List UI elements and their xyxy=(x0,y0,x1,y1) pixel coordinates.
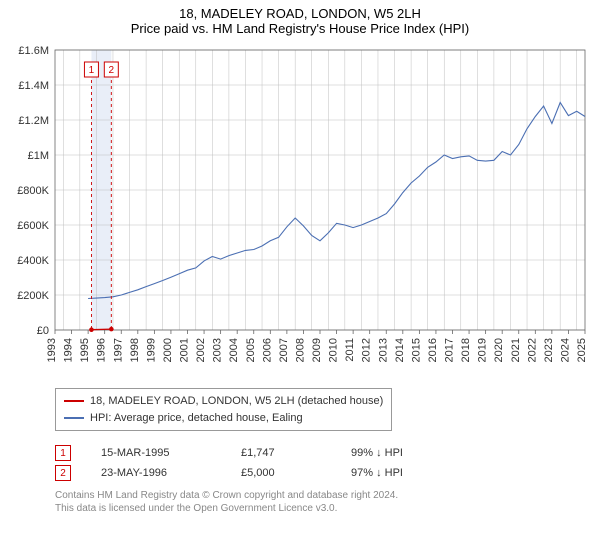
transaction-marker: 1 xyxy=(55,445,71,461)
below-chart: 18, MADELEY ROAD, LONDON, W5 2LH (detach… xyxy=(0,380,600,523)
svg-text:1995: 1995 xyxy=(79,338,91,362)
svg-text:2018: 2018 xyxy=(460,338,472,362)
transaction-note: 97% ↓ HPI xyxy=(351,467,403,479)
svg-text:2012: 2012 xyxy=(361,338,373,362)
transaction-date: 15-MAR-1995 xyxy=(101,447,211,459)
svg-text:2006: 2006 xyxy=(261,338,273,362)
transaction-marker: 2 xyxy=(55,465,71,481)
legend: 18, MADELEY ROAD, LONDON, W5 2LH (detach… xyxy=(55,388,392,431)
svg-text:1993: 1993 xyxy=(46,338,58,362)
legend-swatch xyxy=(64,417,84,419)
legend-label: HPI: Average price, detached house, Eali… xyxy=(90,410,303,427)
svg-text:2003: 2003 xyxy=(212,338,224,362)
chart-title: 18, MADELEY ROAD, LONDON, W5 2LH xyxy=(0,0,600,21)
svg-text:£1.2M: £1.2M xyxy=(18,115,49,127)
footer-attribution: Contains HM Land Registry data © Crown c… xyxy=(55,489,570,515)
svg-text:2022: 2022 xyxy=(526,338,538,362)
chart-container: 18, MADELEY ROAD, LONDON, W5 2LH Price p… xyxy=(0,0,600,523)
svg-text:2020: 2020 xyxy=(493,338,505,362)
svg-text:£200K: £200K xyxy=(17,290,49,302)
svg-text:2008: 2008 xyxy=(294,338,306,362)
svg-text:2005: 2005 xyxy=(245,338,257,362)
svg-text:2013: 2013 xyxy=(377,338,389,362)
svg-text:1996: 1996 xyxy=(96,338,108,362)
legend-label: 18, MADELEY ROAD, LONDON, W5 2LH (detach… xyxy=(90,393,383,410)
transaction-list: 1 15-MAR-1995 £1,747 99% ↓ HPI 2 23-MAY-1996 £… xyxy=(55,445,570,481)
svg-text:2025: 2025 xyxy=(576,338,588,362)
svg-text:1994: 1994 xyxy=(63,338,75,362)
svg-text:2015: 2015 xyxy=(410,338,422,362)
transaction-row: 1 15-MAR-1995 £1,747 99% ↓ HPI xyxy=(55,445,570,461)
svg-text:2019: 2019 xyxy=(477,338,489,362)
svg-text:1999: 1999 xyxy=(145,338,157,362)
svg-text:£1.6M: £1.6M xyxy=(18,45,49,57)
svg-text:1997: 1997 xyxy=(112,338,124,362)
svg-text:2000: 2000 xyxy=(162,338,174,362)
svg-text:2024: 2024 xyxy=(559,338,571,362)
svg-text:2014: 2014 xyxy=(394,338,406,362)
svg-text:2010: 2010 xyxy=(328,338,340,362)
svg-text:2001: 2001 xyxy=(179,338,191,362)
svg-text:2004: 2004 xyxy=(228,338,240,362)
svg-text:2007: 2007 xyxy=(278,338,290,362)
transaction-note: 99% ↓ HPI xyxy=(351,447,403,459)
svg-text:2017: 2017 xyxy=(444,338,456,362)
svg-text:£400K: £400K xyxy=(17,255,49,267)
svg-text:2016: 2016 xyxy=(427,338,439,362)
svg-text:£1.4M: £1.4M xyxy=(18,80,49,92)
transaction-price: £5,000 xyxy=(241,467,321,479)
legend-swatch xyxy=(64,400,84,402)
svg-text:£600K: £600K xyxy=(17,220,49,232)
svg-text:1: 1 xyxy=(89,65,95,76)
svg-text:£800K: £800K xyxy=(17,185,49,197)
legend-item: 18, MADELEY ROAD, LONDON, W5 2LH (detach… xyxy=(64,393,383,410)
svg-text:2021: 2021 xyxy=(510,338,522,362)
svg-text:2002: 2002 xyxy=(195,338,207,362)
transaction-date: 23-MAY-1996 xyxy=(101,467,211,479)
footer-line: This data is licensed under the Open Gov… xyxy=(55,502,570,515)
transaction-row: 2 23-MAY-1996 £5,000 97% ↓ HPI xyxy=(55,465,570,481)
footer-line: Contains HM Land Registry data © Crown c… xyxy=(55,489,570,502)
svg-text:£1M: £1M xyxy=(28,150,49,162)
transaction-price: £1,747 xyxy=(241,447,321,459)
svg-text:1998: 1998 xyxy=(129,338,141,362)
svg-text:2023: 2023 xyxy=(543,338,555,362)
svg-text:2009: 2009 xyxy=(311,338,323,362)
svg-text:2: 2 xyxy=(109,65,115,76)
chart-subtitle: Price paid vs. HM Land Registry's House … xyxy=(0,21,600,40)
legend-item: HPI: Average price, detached house, Eali… xyxy=(64,410,383,427)
svg-text:£0: £0 xyxy=(37,325,49,337)
svg-text:2011: 2011 xyxy=(344,338,356,362)
line-chart: £0 £200K £400K £600K £800K £1M £1.2M £1.4M £1.6M… xyxy=(0,40,600,380)
